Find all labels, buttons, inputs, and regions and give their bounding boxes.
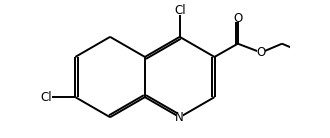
Bar (176, 113, 183, 121)
Text: Cl: Cl (174, 4, 185, 17)
Bar (174, 6, 185, 15)
Text: N: N (175, 111, 184, 124)
Text: O: O (233, 12, 243, 25)
Text: O: O (256, 46, 266, 59)
Bar (257, 49, 265, 57)
Text: Cl: Cl (41, 91, 52, 104)
Bar (234, 14, 242, 22)
Bar (41, 93, 52, 102)
